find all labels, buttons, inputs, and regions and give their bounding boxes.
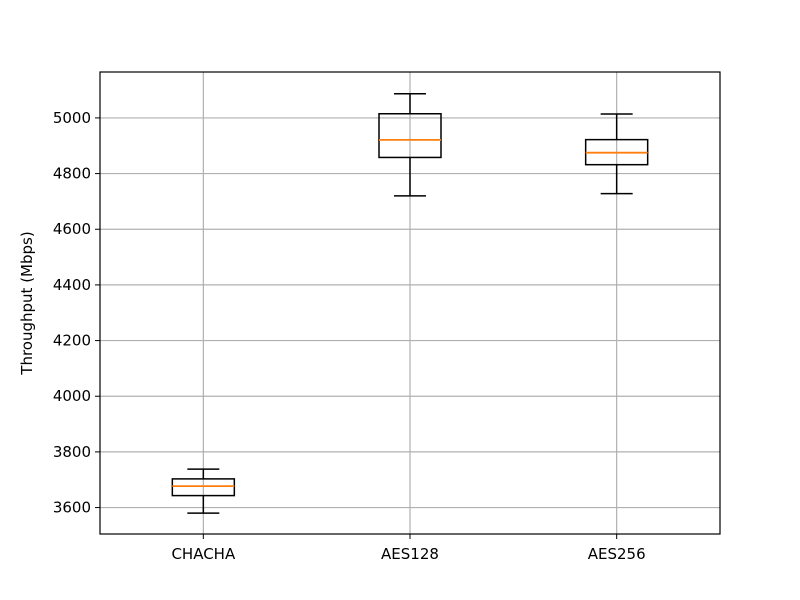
iqr-box	[171, 478, 236, 497]
y-tick-label: 4600	[53, 220, 91, 238]
y-tick-label: 5000	[53, 109, 91, 127]
grid-layer	[100, 72, 720, 534]
y-axis-title: Throughput (Mbps)	[18, 231, 36, 375]
y-tick-label: 4200	[53, 332, 91, 350]
y-tick-label: 3600	[53, 499, 91, 517]
box-layer	[171, 92, 649, 514]
iqr-box	[378, 112, 442, 159]
y-tick-label: 4000	[53, 387, 91, 405]
y-tick-label: 4800	[53, 165, 91, 183]
x-tick-label: CHACHA	[171, 545, 236, 563]
x-tick-label: AES128	[381, 545, 439, 563]
y-tick-label: 3800	[53, 443, 91, 461]
y-tick-label: 4400	[53, 276, 91, 294]
x-tick-label: AES256	[588, 545, 646, 563]
tick-layer: 3600 3800 4000 4200 4400 4600 4800 5000 CHACHA AE…	[53, 109, 646, 563]
